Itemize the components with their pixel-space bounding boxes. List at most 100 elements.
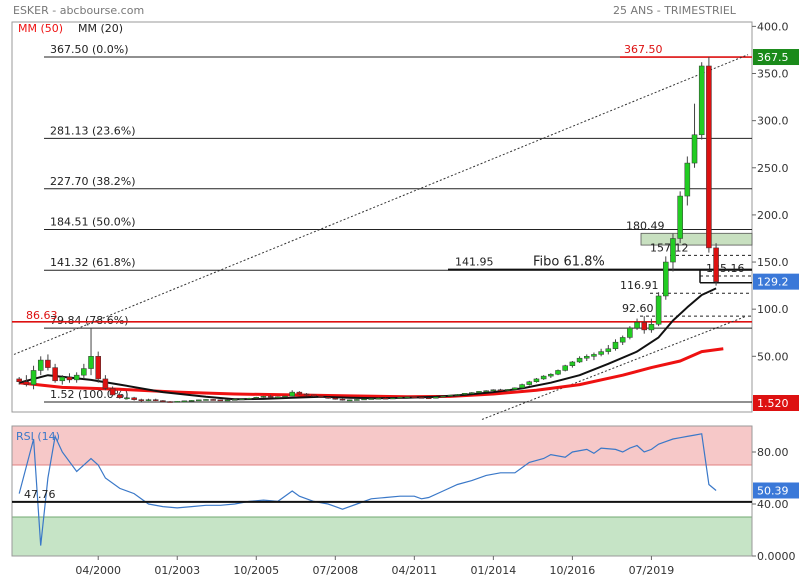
candle-body: [88, 356, 94, 369]
candle-body: [526, 381, 533, 385]
candle-body: [275, 396, 281, 399]
candle-body: [361, 398, 367, 401]
candle-body: [196, 399, 202, 402]
candle-body: [476, 391, 482, 393]
rsi-last-badge: 50.39: [757, 484, 789, 497]
candle-body: [655, 295, 662, 325]
candle-body: [282, 395, 288, 398]
candle-body: [397, 397, 403, 399]
candle-body: [555, 370, 561, 375]
candle-body: [289, 391, 295, 397]
candle-body: [583, 356, 590, 359]
candle-body: [627, 327, 633, 338]
x-tick-label: 07/2019: [629, 564, 675, 577]
candle-body: [677, 195, 683, 239]
candle-body: [469, 392, 475, 394]
fibo-label: 281.13 (23.6%): [50, 124, 136, 137]
level-86-label: 86.63: [26, 309, 58, 322]
candle-body: [167, 401, 173, 403]
candle-body: [382, 397, 389, 400]
candle-body: [181, 400, 188, 403]
candle-body: [95, 356, 101, 380]
candle-body: [418, 397, 425, 399]
rsi-y-tick-label: 80.00: [757, 446, 789, 459]
low-badge-bg: [753, 395, 799, 411]
x-tick-label: 10/2005: [233, 564, 279, 577]
candle-body: [138, 399, 145, 401]
candle-body: [440, 395, 446, 398]
fibo618-value: 141.95: [455, 256, 494, 269]
candle-body: [124, 397, 130, 400]
candle-body: [698, 65, 705, 136]
rsi-reference-label: 47.76: [24, 488, 56, 501]
candle-body: [318, 396, 324, 398]
dashed-level-label: 116.91: [620, 279, 659, 292]
fibo-label: 141.32 (61.8%): [50, 256, 136, 269]
candle-body: [663, 261, 669, 297]
candle-body: [619, 337, 626, 343]
candle-body: [23, 381, 30, 385]
x-tick-label: 04/2011: [391, 564, 437, 577]
candle-body: [66, 376, 73, 381]
candle-body: [109, 388, 116, 396]
dashed-level-label: 135.16: [706, 262, 745, 275]
candle-body: [239, 398, 245, 401]
y-tick-label: 150.0: [757, 256, 789, 269]
candle-body: [706, 65, 712, 249]
candle-body: [217, 399, 224, 402]
candle-body: [684, 162, 691, 197]
candle-body: [224, 399, 231, 402]
chart-title: ESKER - abcbourse.com: [13, 4, 144, 17]
y-tick-label: 250.0: [757, 162, 789, 175]
fibo-label: 1.52 (100.0%): [50, 388, 129, 401]
x-tick-label: 10/2016: [550, 564, 596, 577]
candle-body: [117, 394, 123, 399]
candle-body: [433, 396, 439, 399]
candle-body: [160, 400, 166, 402]
trend-line-lower: [481, 316, 746, 420]
candle-body: [454, 394, 461, 396]
rsi-overbought-zone: [12, 426, 752, 465]
candle-body: [490, 389, 497, 392]
fibo-label: 367.50 (0.0%): [50, 43, 129, 56]
candle-body: [483, 390, 489, 392]
candle-body: [569, 361, 576, 366]
x-tick-label: 07/2008: [312, 564, 358, 577]
candle-body: [30, 370, 37, 385]
candle-body: [512, 387, 518, 390]
candle-body: [145, 399, 152, 401]
candle-body: [605, 348, 612, 352]
candle-body: [59, 376, 66, 382]
x-tick-label: 01/2003: [154, 564, 200, 577]
candle-body: [310, 394, 317, 397]
candle-body: [548, 373, 554, 377]
candle-body: [670, 238, 676, 263]
candle-body: [562, 365, 568, 371]
legend-ma20: MM (20): [78, 22, 123, 35]
fibo618-text: Fibo 61.8%: [533, 255, 605, 270]
rsi-oversold-zone: [12, 517, 752, 556]
candle-body: [303, 393, 310, 396]
y-tick-label: 350.0: [757, 68, 789, 81]
candle-body: [519, 384, 525, 389]
candle-body: [576, 357, 583, 363]
candle-body: [533, 378, 540, 383]
low-badge: 1.520: [757, 397, 789, 410]
candle-body: [375, 397, 382, 400]
candle-body: [246, 397, 252, 400]
candle-body: [540, 375, 547, 380]
candle-body: [339, 398, 346, 401]
candle-body: [174, 401, 181, 403]
y-tick-label: 100.0: [757, 303, 789, 316]
main-panel-frame: [11, 21, 753, 413]
candle-body: [346, 399, 353, 402]
candle-body: [188, 400, 195, 402]
rsi-y-tick-label: 0.0000: [757, 550, 796, 563]
candle-body: [253, 397, 260, 399]
y-tick-label: 300.0: [757, 115, 789, 128]
fibo-label: 184.51 (50.0%): [50, 216, 136, 229]
candle-body: [425, 397, 432, 400]
candle-body: [497, 389, 504, 392]
ma50-line: [19, 347, 724, 399]
rsi-line: [18, 433, 717, 546]
